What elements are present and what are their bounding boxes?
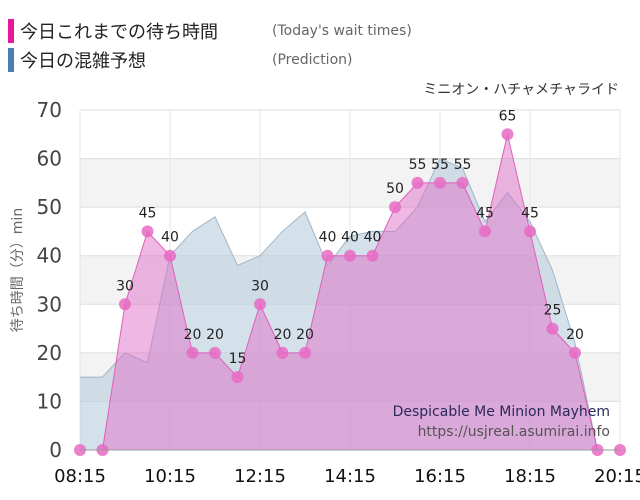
y-tick-label: 20	[37, 341, 62, 365]
today-point	[299, 346, 311, 359]
today-area	[80, 134, 620, 451]
x-tick-label: 08:15	[54, 466, 106, 487]
attraction-name-en: Despicable Me Minion Mayhem	[393, 404, 610, 420]
today-point	[479, 225, 491, 238]
y-tick-label: 70	[37, 98, 62, 122]
data-label: 20	[274, 327, 292, 343]
y-tick-label: 50	[37, 195, 62, 219]
data-label: 40	[161, 230, 179, 246]
data-label: 40	[341, 230, 359, 246]
today-point	[209, 346, 221, 359]
today-point	[501, 128, 514, 141]
y-tick-label: 40	[37, 244, 62, 268]
legend-prediction: 今日の混雑予想 (Prediction)	[8, 45, 352, 75]
today-point	[186, 346, 199, 359]
today-point	[524, 225, 536, 238]
legend-prediction-sub: (Prediction)	[272, 52, 353, 68]
x-tick-label: 12:15	[234, 466, 286, 487]
x-tick-label: 18:15	[504, 466, 556, 487]
data-label: 15	[229, 351, 247, 367]
data-label: 45	[139, 205, 157, 221]
today-point	[366, 249, 379, 262]
data-label: 20	[206, 327, 224, 343]
today-point	[119, 298, 131, 311]
data-label: 40	[319, 230, 337, 246]
chart-subtitle: ミニオン・ハチャメチャライド	[423, 82, 619, 98]
y-tick-label: 10	[37, 389, 62, 413]
today-point	[389, 201, 401, 214]
data-label: 20	[566, 327, 584, 343]
y-axis-title: 待ち時間（分）min	[10, 208, 26, 332]
today-point	[569, 346, 581, 359]
data-label: 40	[364, 230, 382, 246]
legend-today-swatch	[8, 19, 14, 43]
legend-today-label: 今日これまでの待ち時間	[20, 22, 218, 43]
data-label: 25	[544, 303, 562, 319]
data-label: 55	[431, 157, 449, 173]
data-label: 20	[184, 327, 202, 343]
today-point	[456, 176, 469, 189]
today-point	[231, 371, 244, 384]
site-url: https://usjreal.asumirai.info	[418, 424, 610, 440]
y-tick-label: 60	[37, 147, 62, 171]
today-point	[254, 298, 266, 311]
data-label: 45	[476, 205, 494, 221]
data-label: 20	[296, 327, 314, 343]
today-point	[411, 176, 424, 189]
today-point	[546, 322, 559, 335]
data-label: 55	[454, 157, 472, 173]
x-tick-label: 14:15	[324, 466, 376, 487]
today-point	[344, 249, 356, 262]
legend-today: 今日これまでの待ち時間 (Today's wait times)	[8, 16, 412, 46]
legend-today-sub: (Today's wait times)	[272, 23, 412, 39]
chart-axes: 0 10 20 30 40 50 60 70 08:15 10:15 12:15 14:15 16:15…	[37, 98, 640, 487]
y-tick-label: 30	[37, 292, 62, 316]
today-point	[141, 225, 154, 238]
data-label: 55	[409, 157, 427, 173]
today-point	[276, 346, 289, 359]
today-point	[164, 249, 176, 262]
data-label: 65	[499, 108, 517, 124]
data-label: 50	[386, 181, 404, 197]
today-point	[434, 176, 446, 189]
legend-prediction-label: 今日の混雑予想	[20, 51, 146, 72]
data-label: 30	[251, 278, 269, 294]
data-label: 45	[521, 205, 539, 221]
x-tick-label: 16:15	[414, 466, 466, 487]
x-tick-label: 10:15	[144, 466, 196, 487]
x-tick-label: 20:15	[594, 466, 640, 487]
y-tick-label: 0	[49, 438, 62, 462]
legend-prediction-swatch	[8, 48, 14, 72]
today-point	[321, 249, 334, 262]
data-label: 30	[116, 278, 134, 294]
